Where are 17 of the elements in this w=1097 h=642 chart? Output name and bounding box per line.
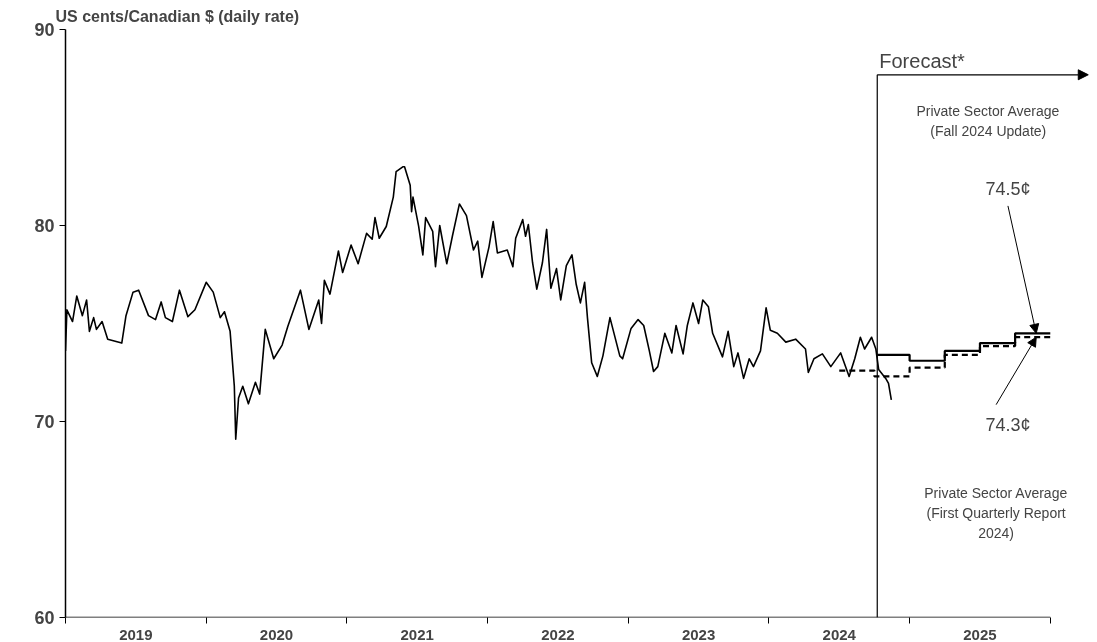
- annotation: Private Sector Average (First Quarterly Report 2024): [924, 485, 1068, 542]
- x-tick-label: 2019: [119, 625, 153, 642]
- y-tick-label: 80: [34, 216, 55, 236]
- y-axis-title: US cents/Canadian $ (daily rate): [55, 7, 300, 25]
- x-tick-label: 2022: [541, 625, 575, 642]
- x-tick-label: 2024: [822, 625, 857, 642]
- x-tick-label: 2025: [963, 625, 997, 642]
- x-tick-label: 2021: [400, 625, 434, 642]
- x-tick-label: 2020: [259, 625, 294, 642]
- x-tick-label: 2023: [681, 625, 716, 642]
- annotation: 74.5¢: [985, 179, 1031, 200]
- annotation: Private Sector Average (Fall 2024 Update): [916, 103, 1060, 139]
- ref-line-label: Forecast*: [879, 49, 966, 72]
- y-tick-label: 90: [34, 20, 55, 40]
- y-tick-label: 70: [34, 412, 55, 432]
- annotation: 74.3¢: [985, 414, 1031, 435]
- y-tick-label: 60: [34, 608, 55, 628]
